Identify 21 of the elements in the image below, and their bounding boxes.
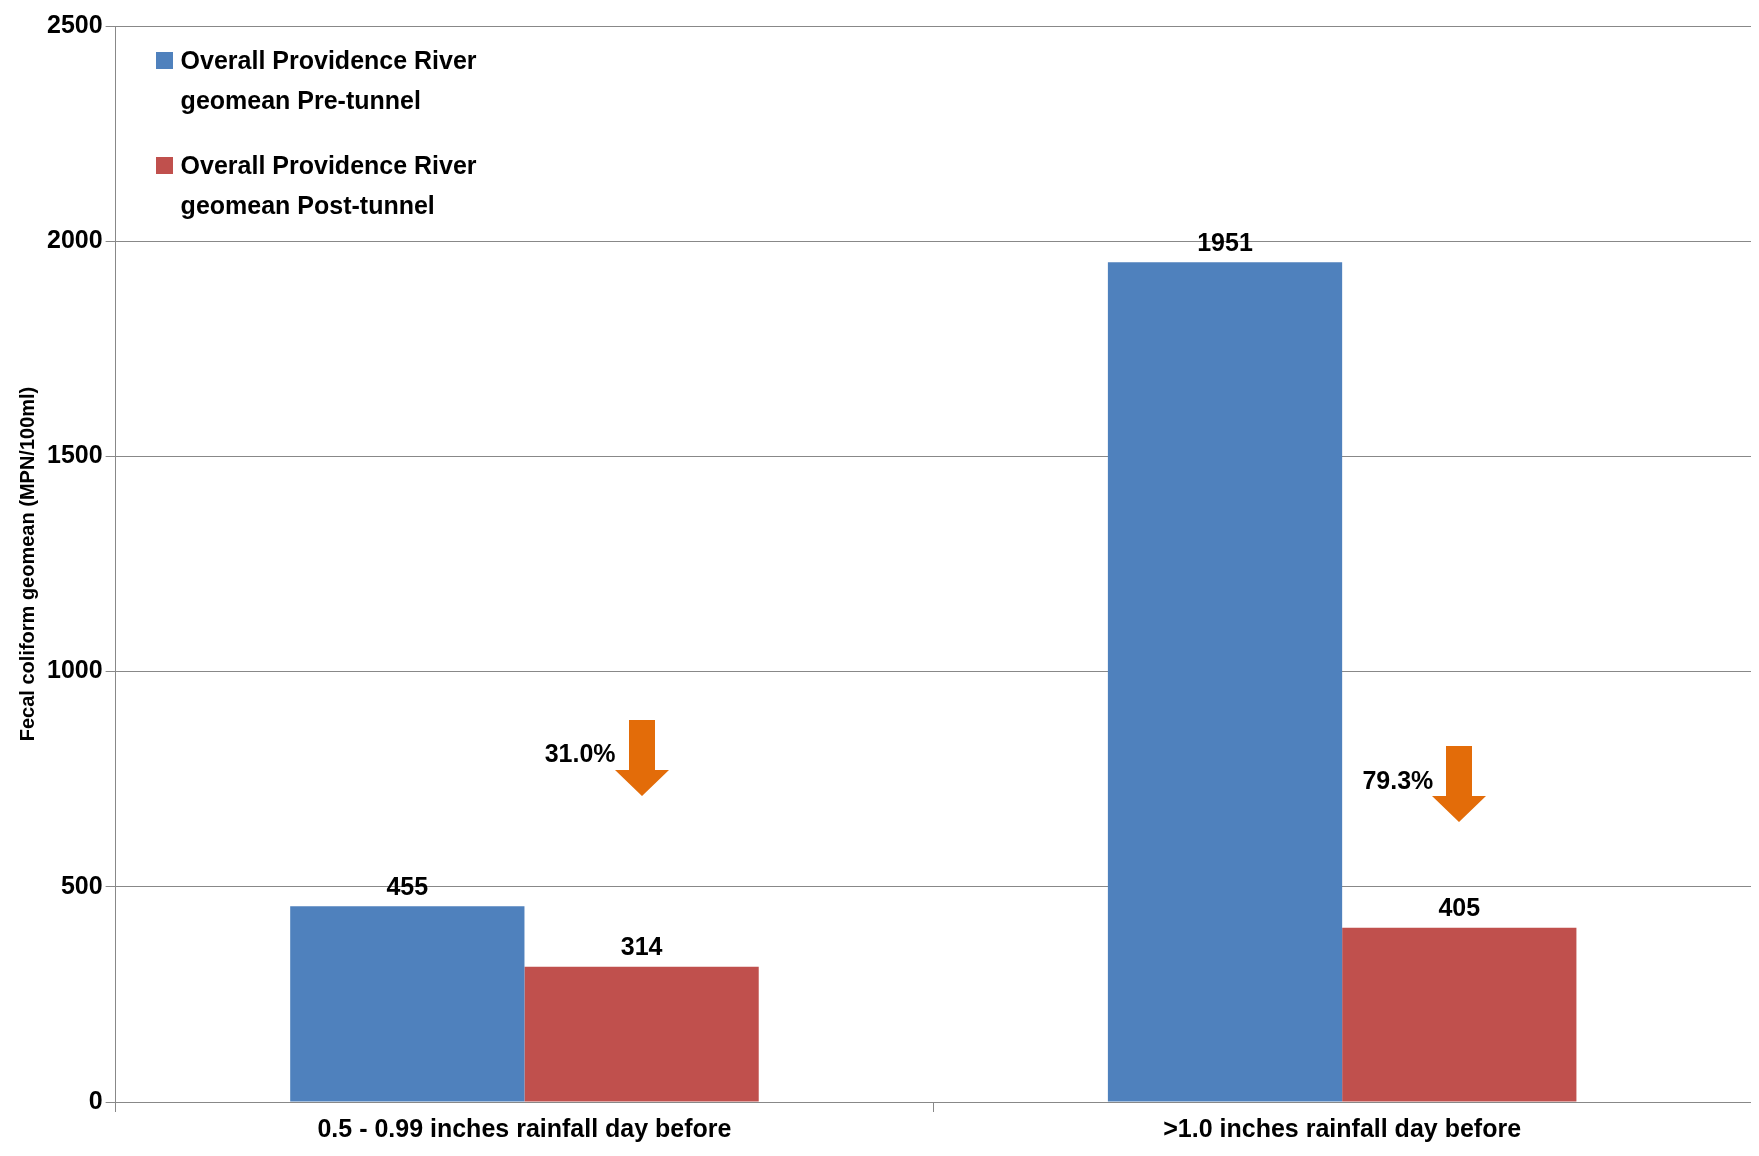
bar [524,966,759,1102]
y-tick-label: 500 [60,870,103,899]
y-tick-label: 2500 [46,9,103,38]
data-label: 455 [386,871,429,900]
data-label: 1951 [1197,227,1253,256]
y-tick-label: 0 [88,1085,103,1114]
data-label: 405 [1438,893,1481,922]
y-tick-label: 1500 [46,440,103,469]
data-label: 314 [620,932,663,961]
x-tick-label: 0.5 - 0.99 inches rainfall day before [317,1113,732,1142]
y-axis-title: Fecal coliform geomean (MPN/100ml) [15,386,38,742]
bar [290,906,525,1102]
legend-label: Overall Providence River geomean Post-tunnel [180,150,478,221]
legend-label: Overall Providence River geomean Pre-tunnel [180,45,478,116]
annotation: 31.0% [544,739,616,768]
annotation: 79.3% [1362,766,1434,795]
bar [1107,262,1343,1102]
y-tick-label: 1000 [46,655,103,684]
bar [1342,927,1577,1102]
x-tick-label: >1.0 inches rainfall day before [1163,1113,1522,1142]
y-tick-label: 2000 [46,225,103,254]
